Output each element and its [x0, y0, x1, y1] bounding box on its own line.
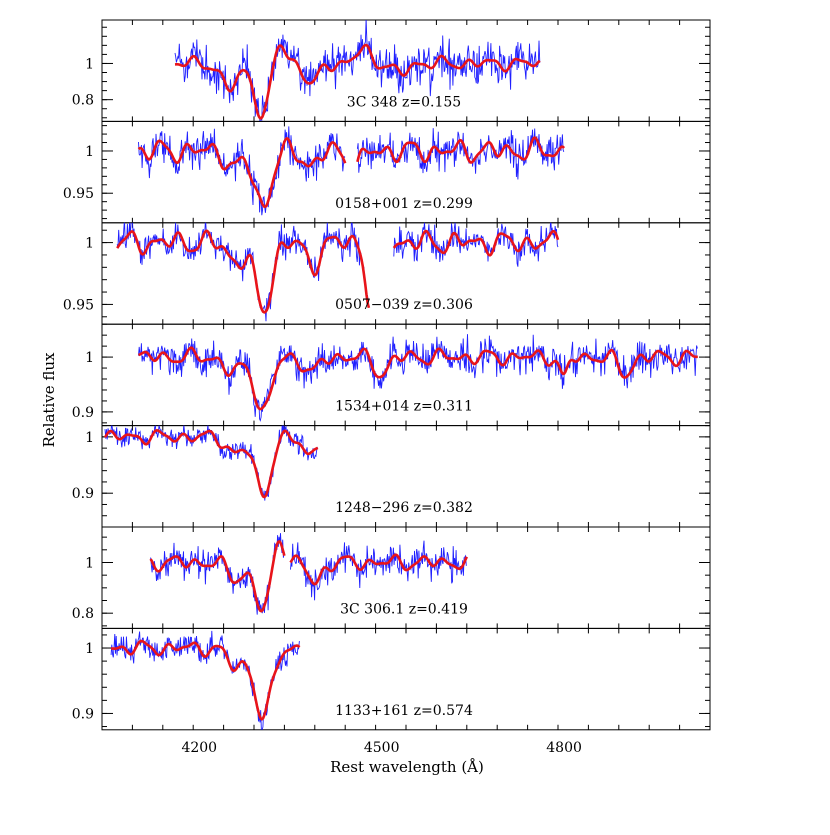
model-fit-line	[356, 136, 566, 164]
panel-plot-area	[103, 425, 319, 501]
y-tick-label: 1	[85, 555, 94, 571]
observed-spectrum-line	[110, 630, 300, 730]
spectrum-panel: 0.8 1 3C 306.1 z=0.419	[72, 526, 711, 629]
spectrum-panel: 0.8 1 3C 348 z=0.155	[72, 19, 711, 122]
model-fit-line	[149, 540, 286, 613]
panel-object-label: 1133+161 z=0.574	[335, 703, 473, 719]
spectrum-panel: 0.95 1 0158+001 z=0.299	[63, 120, 711, 224]
observed-spectrum-line	[138, 126, 346, 216]
y-tick-label: 1	[85, 56, 94, 72]
x-axis: 4200 4500 4800	[181, 740, 581, 756]
observed-spectrum-line	[356, 128, 565, 180]
x-axis-label: Rest wavelength (Å)	[330, 758, 484, 776]
panel-object-label: 3C 306.1 z=0.419	[340, 601, 468, 617]
y-tick-label: 1	[85, 350, 94, 366]
model-fit-line	[138, 346, 698, 411]
spectrum-panel: 0.9 1 1133+161 z=0.574	[72, 627, 711, 731]
model-fit-line	[289, 553, 468, 586]
spectrum-panel: 0.9 1 1534+014 z=0.311	[72, 323, 711, 427]
panel-object-label: 1534+014 z=0.311	[335, 399, 473, 415]
panel-object-label: 0507−039 z=0.306	[335, 297, 473, 313]
model-fit-line	[103, 429, 319, 499]
model-fit-line	[116, 229, 371, 314]
x-tick-label: 4200	[181, 740, 217, 756]
model-fit-line	[110, 639, 301, 721]
panel-plot-area	[174, 20, 541, 122]
panel-plot-area	[110, 630, 301, 730]
y-tick-label: 0.8	[72, 606, 94, 622]
observed-spectrum-line	[290, 540, 467, 601]
panel-object-label: 3C 348 z=0.155	[347, 94, 461, 110]
x-tick-label: 4800	[546, 740, 582, 756]
y-tick-label: 1	[85, 430, 94, 446]
observed-spectrum-line	[393, 222, 559, 267]
panel-plot-area	[138, 334, 698, 422]
y-tick-label: 1	[85, 144, 94, 160]
model-fit-line	[392, 229, 560, 257]
y-tick-label: 0.9	[72, 486, 94, 502]
y-tick-label: 0.95	[63, 186, 94, 202]
panel-plot-area	[149, 533, 468, 615]
y-tick-label: 0.8	[72, 93, 94, 109]
y-tick-label: 1	[85, 236, 94, 252]
panel-plot-area	[116, 222, 560, 322]
y-tick-label: 1	[85, 641, 94, 657]
y-axis-label: Relative flux	[40, 352, 58, 448]
model-fit-line	[174, 43, 541, 120]
y-tick-label: 0.9	[72, 405, 94, 421]
observed-spectrum-line	[174, 20, 541, 122]
spectrum-panel: 0.95 1 0507−039 z=0.306	[63, 222, 711, 325]
y-tick-label: 0.95	[63, 297, 94, 313]
spectrum-panel: 0.9 1 1248−296 z=0.382	[72, 425, 711, 528]
x-tick-label: 4500	[364, 740, 400, 756]
y-tick-label: 0.9	[72, 706, 94, 722]
panel-plot-area	[137, 126, 566, 216]
model-fit-line	[137, 137, 347, 209]
panel-object-label: 0158+001 z=0.299	[335, 196, 473, 212]
panel-object-label: 1248−296 z=0.382	[335, 500, 473, 516]
